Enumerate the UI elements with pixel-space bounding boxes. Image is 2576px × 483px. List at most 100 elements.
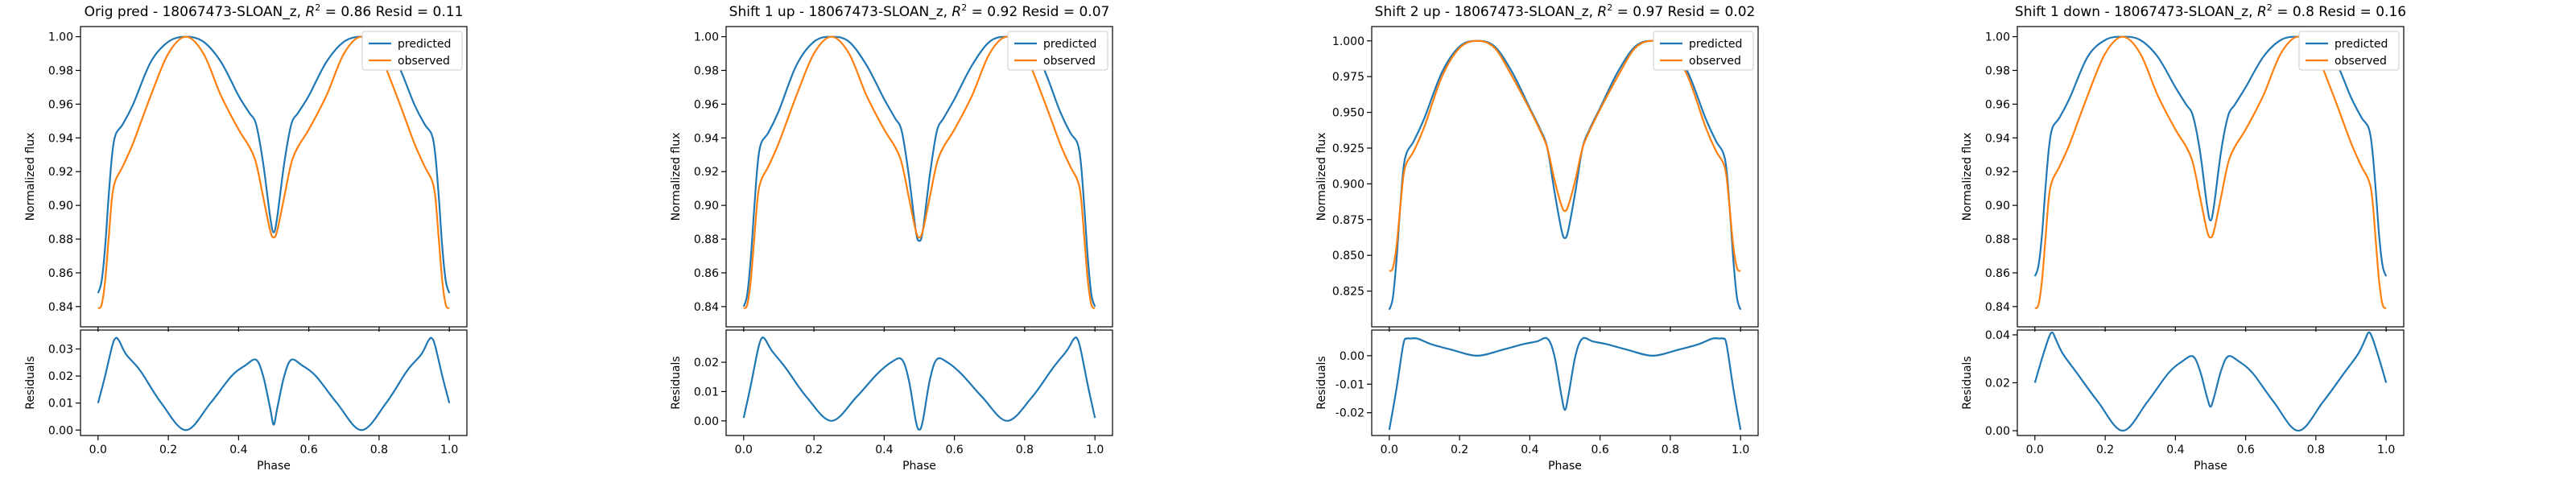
residual-y-axis-label: Residuals: [1961, 356, 1974, 409]
title-part-title_sup: 2: [1607, 2, 1612, 13]
residual-y-axis-label: Residuals: [670, 356, 683, 409]
residual-y-tick-label: -0.01: [1335, 378, 1364, 391]
title-part-title_r2: R: [2257, 4, 2267, 20]
x-tick-label: 0.0: [89, 444, 107, 456]
flux-y-tick-label: 0.90: [694, 200, 719, 213]
flux-y-tick-label: 0.98: [694, 64, 719, 77]
title-part-title_r2: R: [305, 4, 315, 20]
residual-y-axis-label: Residuals: [24, 356, 37, 409]
legend: predicted observed: [1007, 31, 1108, 71]
residual-axes-frame: [80, 329, 468, 436]
flux-y-tick-label: 0.86: [48, 267, 73, 280]
legend-label-predicted: predicted: [1689, 38, 1742, 51]
residual-y-tick-label: 0.04: [1985, 329, 2010, 342]
legend-label-predicted: predicted: [2334, 38, 2388, 51]
flux-y-tick-label: 0.94: [48, 132, 73, 145]
chart-panel-4: Shift 1 down - 18067473-SLOAN_z, R2 = 0.…: [1961, 2, 2406, 473]
flux-y-axis-label: Normalized flux: [1961, 133, 1974, 221]
panel-title: Shift 1 down - 18067473-SLOAN_z, R2 = 0.…: [2015, 2, 2406, 20]
flux-axes-frame: [1371, 26, 1759, 328]
legend: predicted observed: [1653, 31, 1754, 71]
title-part-title_plain: Orig pred - 18067473-SLOAN_z,: [85, 4, 306, 20]
x-tick-label: 0.8: [2307, 444, 2325, 456]
x-tick-label: 1.0: [2377, 444, 2395, 456]
residual-y-tick-label: 0.02: [694, 357, 719, 369]
title-part-title_sup: 2: [315, 2, 320, 13]
legend-label-observed: observed: [1043, 55, 1096, 68]
x-tick-label: 0.2: [805, 444, 823, 456]
x-tick-label: 0.8: [370, 444, 388, 456]
x-tick-label: 0.2: [159, 444, 177, 456]
flux-y-tick-label: 1.00: [694, 31, 719, 44]
residual-y-tick-label: 0.01: [48, 398, 73, 411]
flux-y-axis-label: Normalized flux: [1315, 133, 1328, 221]
x-tick-label: 1.0: [440, 444, 458, 456]
title-part-title_r2: R: [1597, 4, 1607, 20]
residual-y-tick-label: 0.00: [694, 415, 719, 428]
series-predicted-line: [97, 35, 451, 294]
x-tick-label: 0.6: [300, 444, 318, 456]
series-observed-line: [97, 35, 450, 309]
flux-y-tick-label: 0.925: [1332, 142, 1364, 155]
series-observed-line: [1389, 39, 1741, 272]
title-part-title_rest: = 0.92 Resid = 0.07: [967, 4, 1109, 20]
flux-y-tick-label: 0.86: [694, 267, 719, 280]
legend: predicted observed: [361, 31, 463, 71]
flux-y-axis-label: Normalized flux: [670, 133, 683, 221]
flux-y-tick-label: 0.900: [1332, 178, 1364, 191]
flux-y-tick-label: 1.00: [48, 31, 73, 44]
chart-panel-1: Orig pred - 18067473-SLOAN_z, R2 = 0.86 …: [24, 2, 468, 473]
x-tick-label: 0.6: [946, 444, 964, 456]
series-residuals-line: [2033, 331, 2388, 432]
legend-label-observed: observed: [1689, 55, 1741, 68]
series-residuals-line: [1388, 336, 1742, 431]
title-part-title_rest: = 0.8 Resid = 0.16: [2273, 4, 2406, 20]
title-part-title_rest: = 0.86 Resid = 0.11: [320, 4, 463, 20]
title-part-title_rest: = 0.97 Resid = 0.02: [1612, 4, 1755, 20]
residual-y-tick-label: 0.03: [48, 344, 73, 357]
flux-y-tick-label: 0.94: [1985, 132, 2010, 145]
flux-y-tick-label: 0.88: [48, 233, 73, 246]
flux-y-tick-label: 0.92: [1985, 166, 2010, 179]
flux-y-tick-label: 0.950: [1332, 107, 1364, 120]
flux-y-axis-label: Normalized flux: [24, 133, 37, 221]
flux-y-tick-label: 0.850: [1332, 250, 1364, 262]
x-tick-label: 0.0: [735, 444, 753, 456]
residual-y-tick-label: 0.00: [1340, 350, 1364, 363]
title-part-title_sup: 2: [2267, 2, 2273, 13]
flux-y-tick-label: 1.00: [1985, 31, 2010, 44]
flux-y-tick-label: 0.88: [694, 233, 719, 246]
series-observed-line: [2034, 35, 2387, 309]
x-axis-label: Phase: [1548, 460, 1582, 473]
title-part-title_r2: R: [952, 4, 961, 20]
flux-y-tick-label: 0.96: [48, 98, 73, 111]
flux-y-tick-label: 0.825: [1332, 286, 1364, 299]
residual-y-tick-label: 0.00: [48, 424, 73, 437]
title-part-title_plain: Shift 1 up - 18067473-SLOAN_z,: [729, 4, 952, 20]
flux-y-tick-label: 0.92: [48, 166, 73, 179]
chart-panel-3: Shift 2 up - 18067473-SLOAN_z, R2 = 0.97…: [1315, 2, 1759, 473]
panel-title: Shift 1 up - 18067473-SLOAN_z, R2 = 0.92…: [729, 2, 1110, 20]
flux-y-tick-label: 0.90: [1985, 200, 2010, 213]
series-predicted-line: [1388, 39, 1742, 311]
flux-y-tick-label: 0.84: [48, 301, 73, 314]
flux-y-tick-label: 0.84: [1985, 301, 2010, 314]
flux-y-tick-label: 0.86: [1985, 267, 2010, 280]
x-tick-label: 0.0: [1381, 444, 1398, 456]
x-axis-label: Phase: [257, 460, 291, 473]
residual-y-tick-label: 0.02: [48, 370, 73, 383]
x-tick-label: 0.8: [1662, 444, 1679, 456]
x-tick-label: 0.4: [875, 444, 893, 456]
x-axis-label: Phase: [2194, 460, 2227, 473]
legend-label-observed: observed: [398, 55, 450, 68]
panel-title: Shift 2 up - 18067473-SLOAN_z, R2 = 0.97…: [1375, 2, 1756, 20]
flux-axes-frame: [725, 26, 1113, 328]
x-tick-label: 0.2: [2096, 444, 2114, 456]
residual-y-tick-label: 0.01: [694, 386, 719, 398]
flux-y-tick-label: 0.98: [1985, 64, 2010, 77]
flux-y-tick-label: 1.000: [1332, 35, 1364, 48]
series-predicted-line: [2033, 35, 2388, 277]
flux-y-tick-label: 0.96: [1985, 98, 2010, 111]
series-residuals-line: [97, 336, 451, 431]
